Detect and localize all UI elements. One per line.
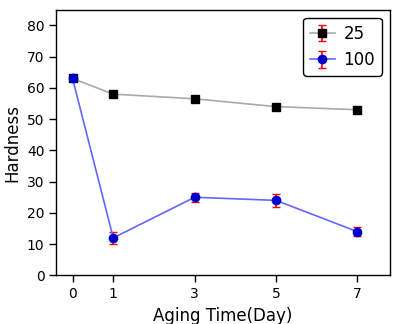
Legend: 25, 100: 25, 100 [303,18,381,76]
Y-axis label: Hardness: Hardness [3,104,21,181]
X-axis label: Aging Time(Day): Aging Time(Day) [153,307,292,324]
